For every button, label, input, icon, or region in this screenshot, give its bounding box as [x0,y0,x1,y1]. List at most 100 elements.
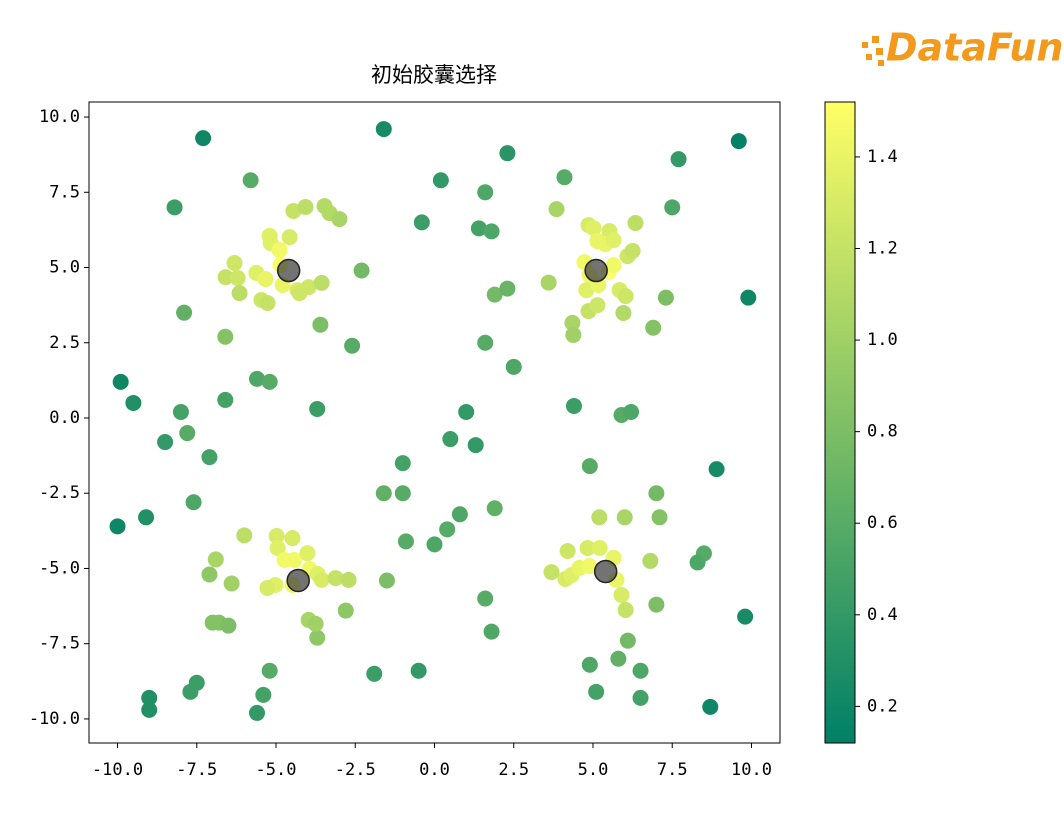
point [313,571,330,588]
point [589,297,606,314]
x-tick-label: 2.5 [498,760,529,780]
point [477,184,494,201]
y-tick-label: -2.5 [39,483,80,503]
point [157,434,174,451]
y-tick-label: 7.5 [49,182,80,202]
point [195,130,212,147]
point [623,403,640,420]
point [179,425,196,442]
point [297,199,314,216]
point [281,229,298,246]
point [255,686,272,703]
point [207,551,224,568]
point [353,262,370,279]
point [284,530,301,547]
capsule-center [286,568,310,593]
point [632,689,649,706]
point [309,400,326,417]
point [413,214,430,231]
point [166,199,183,216]
point [588,683,605,700]
point [313,274,330,291]
point [176,304,193,321]
point [172,403,189,420]
point [556,169,573,186]
y-tick-label: 5.0 [49,258,80,278]
point [605,232,622,249]
point [307,615,324,632]
point [470,220,487,237]
point [201,566,218,583]
point [458,403,475,420]
point [309,629,326,646]
point [375,121,392,138]
point [141,689,158,706]
point [540,274,557,291]
point [467,437,484,454]
point [451,506,468,523]
point [248,370,265,387]
point [648,596,665,613]
colorbar [824,101,856,744]
point [236,527,253,544]
x-tick-label: -2.5 [335,760,376,780]
y-tick-label: -5.0 [39,558,80,578]
point [312,316,329,333]
point [581,458,598,475]
point [627,214,644,231]
point [112,373,129,390]
point [378,572,395,589]
point [223,575,240,592]
point [217,269,234,286]
y-tick-label: 0.0 [49,408,80,428]
point [615,304,632,321]
capsule-center [276,258,301,283]
point [299,545,316,562]
point [439,521,456,538]
point [477,334,494,351]
point [613,586,630,603]
colorbar-tick-label: 1.2 [867,239,898,259]
point [259,580,276,597]
point [632,662,649,679]
point [483,223,500,240]
point [394,485,411,502]
point [300,279,317,296]
point [610,650,627,667]
point [543,564,560,581]
point [217,391,234,408]
point [340,571,357,588]
point [617,288,634,305]
point [708,461,725,478]
logo-mark [862,36,884,66]
point [271,242,288,259]
point [327,570,344,587]
point [657,289,674,306]
y-tick-label: 10.0 [39,107,80,127]
point [737,608,754,625]
point [201,449,218,466]
point [499,280,516,297]
point [185,494,202,511]
point [229,270,246,287]
point [375,485,392,502]
point [220,617,237,634]
point [564,314,581,331]
point [585,220,602,237]
point [261,662,278,679]
colorbar-tick-label: 0.4 [867,605,898,625]
point [217,328,234,345]
point [591,509,608,526]
point [477,590,494,607]
chart-title: 初始胶囊选择 [371,63,497,87]
point [337,602,354,619]
point [268,527,285,544]
point [578,282,595,299]
point [565,397,582,414]
point [426,536,443,553]
colorbar-tick-label: 0.2 [867,696,898,716]
point [269,539,286,556]
colorbar-tick-label: 0.8 [867,422,898,442]
point [486,286,503,303]
x-tick-label: -10.0 [92,760,143,780]
